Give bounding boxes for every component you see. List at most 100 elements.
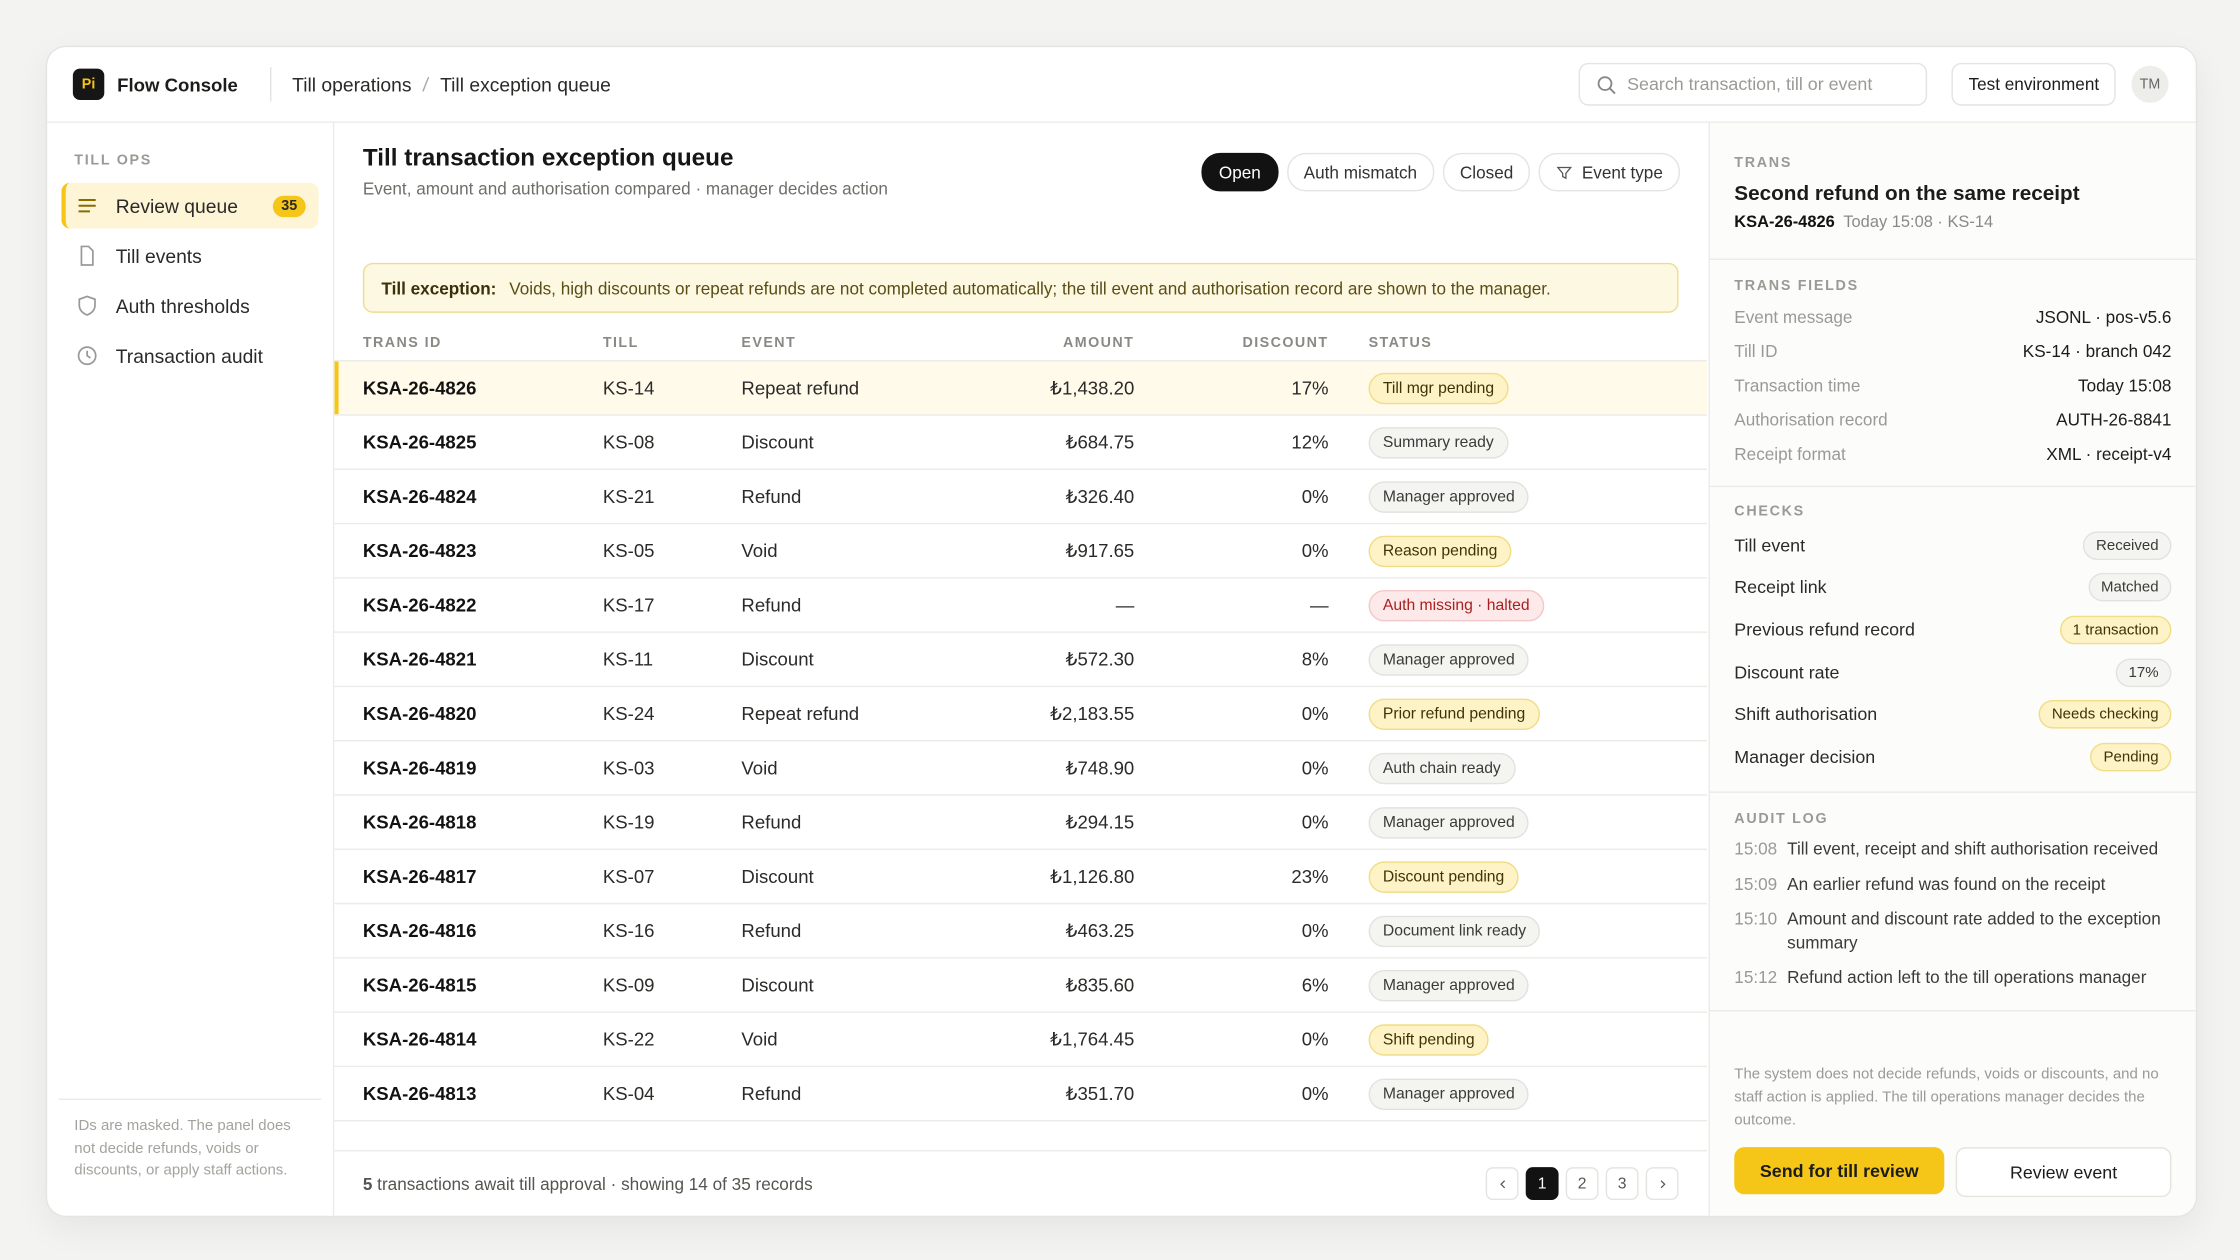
table-row[interactable]: KSA-26-4820 KS-24 Repeat refund ₺2,183.55 0%… [334, 687, 1708, 742]
cell: ₺1,126.80 [1050, 864, 1135, 887]
table-row[interactable]: KSA-26-4814 KS-22 Void ₺1,764.45 0% Shift pen… [334, 1013, 1708, 1068]
icon [78, 295, 96, 316]
filter-chip[interactable]: Closed [1442, 152, 1531, 192]
filter-chip[interactable]: Auth mismatch [1286, 152, 1435, 192]
cell: KS-14 [602, 377, 655, 399]
filter-chip[interactable]: Event type [1538, 152, 1680, 192]
divider [269, 67, 271, 102]
check-row: Previous refund record 1 transaction [1734, 609, 2172, 651]
table-row[interactable]: KSA-26-4816 KS-16 Refund ₺463.25 0% Document … [334, 904, 1708, 959]
cell: ₺1,764.45 [1050, 1027, 1135, 1050]
breadcrumb-separator [422, 76, 430, 92]
check-label: Discount rate [1734, 662, 1840, 683]
log-entry: 15:08 Till event, receipt and shift autho… [1734, 837, 2171, 861]
checks-section: CHECKS Till event Received Receipt link Mat… [1709, 487, 2196, 793]
table-row[interactable]: KSA-26-4819 KS-03 Void ₺748.90 0% Auth chain … [334, 741, 1708, 796]
cell: 0% [1301, 1082, 1329, 1105]
footer-count: 5 [362, 1174, 373, 1195]
nav-label: Transaction audit [115, 344, 263, 367]
cell: KSA-26-4823 [362, 539, 477, 562]
log-text: Amount and discount rate added to the ex… [1787, 908, 2161, 953]
field-key: Transaction time [1734, 375, 1861, 396]
status-pill: Manager approved [1368, 1077, 1530, 1110]
cell: KS-24 [602, 702, 655, 725]
status-pill: Auth missing · halted [1368, 589, 1544, 621]
alert-label: Till exception: [381, 277, 497, 298]
page-button[interactable]: 3 [1605, 1167, 1639, 1200]
cell: Summary ready [1368, 416, 1509, 469]
status-pill: Prior refund pending [1368, 697, 1540, 730]
search-box[interactable]: Search transaction, till or event [1578, 62, 1928, 106]
section-label: TRANS [1734, 155, 1793, 172]
check-label: Till event [1734, 535, 1806, 556]
field-row: Receipt format XML · receipt-v4 [1734, 437, 2171, 471]
log-time: 15:12 [1734, 967, 1778, 988]
page-button[interactable]: 2 [1565, 1167, 1599, 1200]
cell: 12% [1291, 431, 1329, 453]
breadcrumb-current: Till exception queue [440, 73, 611, 95]
status-pill: Manager approved [1368, 480, 1530, 513]
table-row[interactable]: KSA-26-4821 KS-11 Discount ₺572.30 8% Manager… [334, 633, 1708, 688]
table-row[interactable]: KSA-26-4813 KS-04 Refund ₺351.70 0% Manager a… [334, 1067, 1708, 1122]
breadcrumb-link[interactable]: Till operations [292, 73, 412, 95]
header: Pi Flow Console Till operations Till exc… [47, 47, 2196, 123]
column-header: AMOUNT [1063, 335, 1135, 352]
queue-panel: Till transaction exception queue Event, … [334, 123, 1708, 1216]
status-pill: Auth chain ready [1368, 752, 1516, 784]
table-row[interactable]: KSA-26-4824 KS-21 Refund ₺326.40 0% Manager a… [334, 470, 1708, 525]
cell: Till mgr pending [1368, 361, 1509, 414]
cell: Discount [741, 974, 814, 996]
cell: Prior refund pending [1368, 687, 1540, 740]
primary-button[interactable]: Send for till review [1734, 1147, 1945, 1195]
search-placeholder: Search transaction, till or event [1627, 74, 1873, 95]
filter-label: Event type [1581, 162, 1663, 183]
secondary-button[interactable]: Review event [1955, 1147, 2172, 1198]
page-button[interactable]: 1 [1525, 1167, 1559, 1200]
cell: KSA-26-4822 [362, 594, 477, 616]
cell: Discount pending [1368, 850, 1519, 903]
cell: ₺684.75 [1065, 430, 1135, 453]
field-value: AUTH-26-8841 [2056, 409, 2172, 430]
table-row[interactable]: KSA-26-4818 KS-19 Refund ₺294.15 0% Manager a… [334, 796, 1708, 850]
check-pill: Matched [2088, 573, 2172, 602]
cell: KS-07 [602, 865, 655, 888]
cell: KS-08 [602, 431, 655, 453]
cell: Manager approved [1368, 633, 1530, 686]
cell: ₺326.40 [1065, 484, 1135, 507]
table-row[interactable]: KSA-26-4815 KS-09 Discount ₺835.60 6% Manager… [334, 959, 1708, 1013]
cell: Void [741, 1028, 778, 1050]
table-row[interactable]: KSA-26-4825 KS-08 Discount ₺684.75 12% Summar… [334, 416, 1708, 470]
section-label: AUDIT LOG [1734, 811, 1829, 828]
cell: Refund [741, 1082, 802, 1105]
field-row: Authorisation record AUTH-26-8841 [1734, 403, 2171, 437]
nav-label: Till events [115, 244, 202, 267]
nav-item[interactable]: Transaction audit [61, 333, 318, 379]
nav-item[interactable]: Review queue 35 [61, 182, 319, 229]
section-label: CHECKS [1734, 504, 1805, 520]
log-text: Refund action left to the till operation… [1787, 967, 2147, 988]
filter-chip[interactable]: Open [1201, 152, 1278, 192]
check-label: Shift authorisation [1734, 704, 1878, 725]
nav-item[interactable]: Auth thresholds [61, 283, 318, 329]
sidebar-footnote: IDs are masked. The panel does not decid… [58, 1098, 322, 1216]
cell: Discount [741, 648, 814, 670]
filter-label: Closed [1459, 162, 1514, 183]
table-row[interactable]: KSA-26-4817 KS-07 Discount ₺1,126.80 23% Disc… [334, 850, 1708, 905]
status-pill: Manager approved [1368, 806, 1530, 838]
nav-item[interactable]: Till events [61, 233, 318, 279]
field-row: Event message JSONL · pos-v5.6 [1734, 300, 2171, 334]
page-arrow[interactable] [1645, 1167, 1679, 1200]
app-window: Pi Flow Console Till operations Till exc… [45, 45, 2198, 1218]
avatar[interactable]: TM [2131, 65, 2169, 103]
table-row[interactable]: KSA-26-4823 KS-05 Void ₺917.65 0% Reason pend… [334, 524, 1708, 579]
table-row[interactable]: KSA-26-4822 KS-17 Refund — — Auth missing · h… [334, 579, 1708, 633]
table-footer: 5 transactions await till approval · sho… [334, 1149, 1708, 1216]
icon [78, 198, 96, 213]
field-key: Event message [1734, 307, 1853, 328]
check-row: Till event Received [1734, 524, 2172, 566]
page-arrow[interactable] [1485, 1167, 1519, 1200]
table-row[interactable]: KSA-26-4826 KS-14 Repeat refund ₺1,438.20 17… [334, 361, 1708, 416]
environment-button[interactable]: Test environment [1951, 62, 2117, 106]
app-name: Flow Console [117, 73, 238, 95]
